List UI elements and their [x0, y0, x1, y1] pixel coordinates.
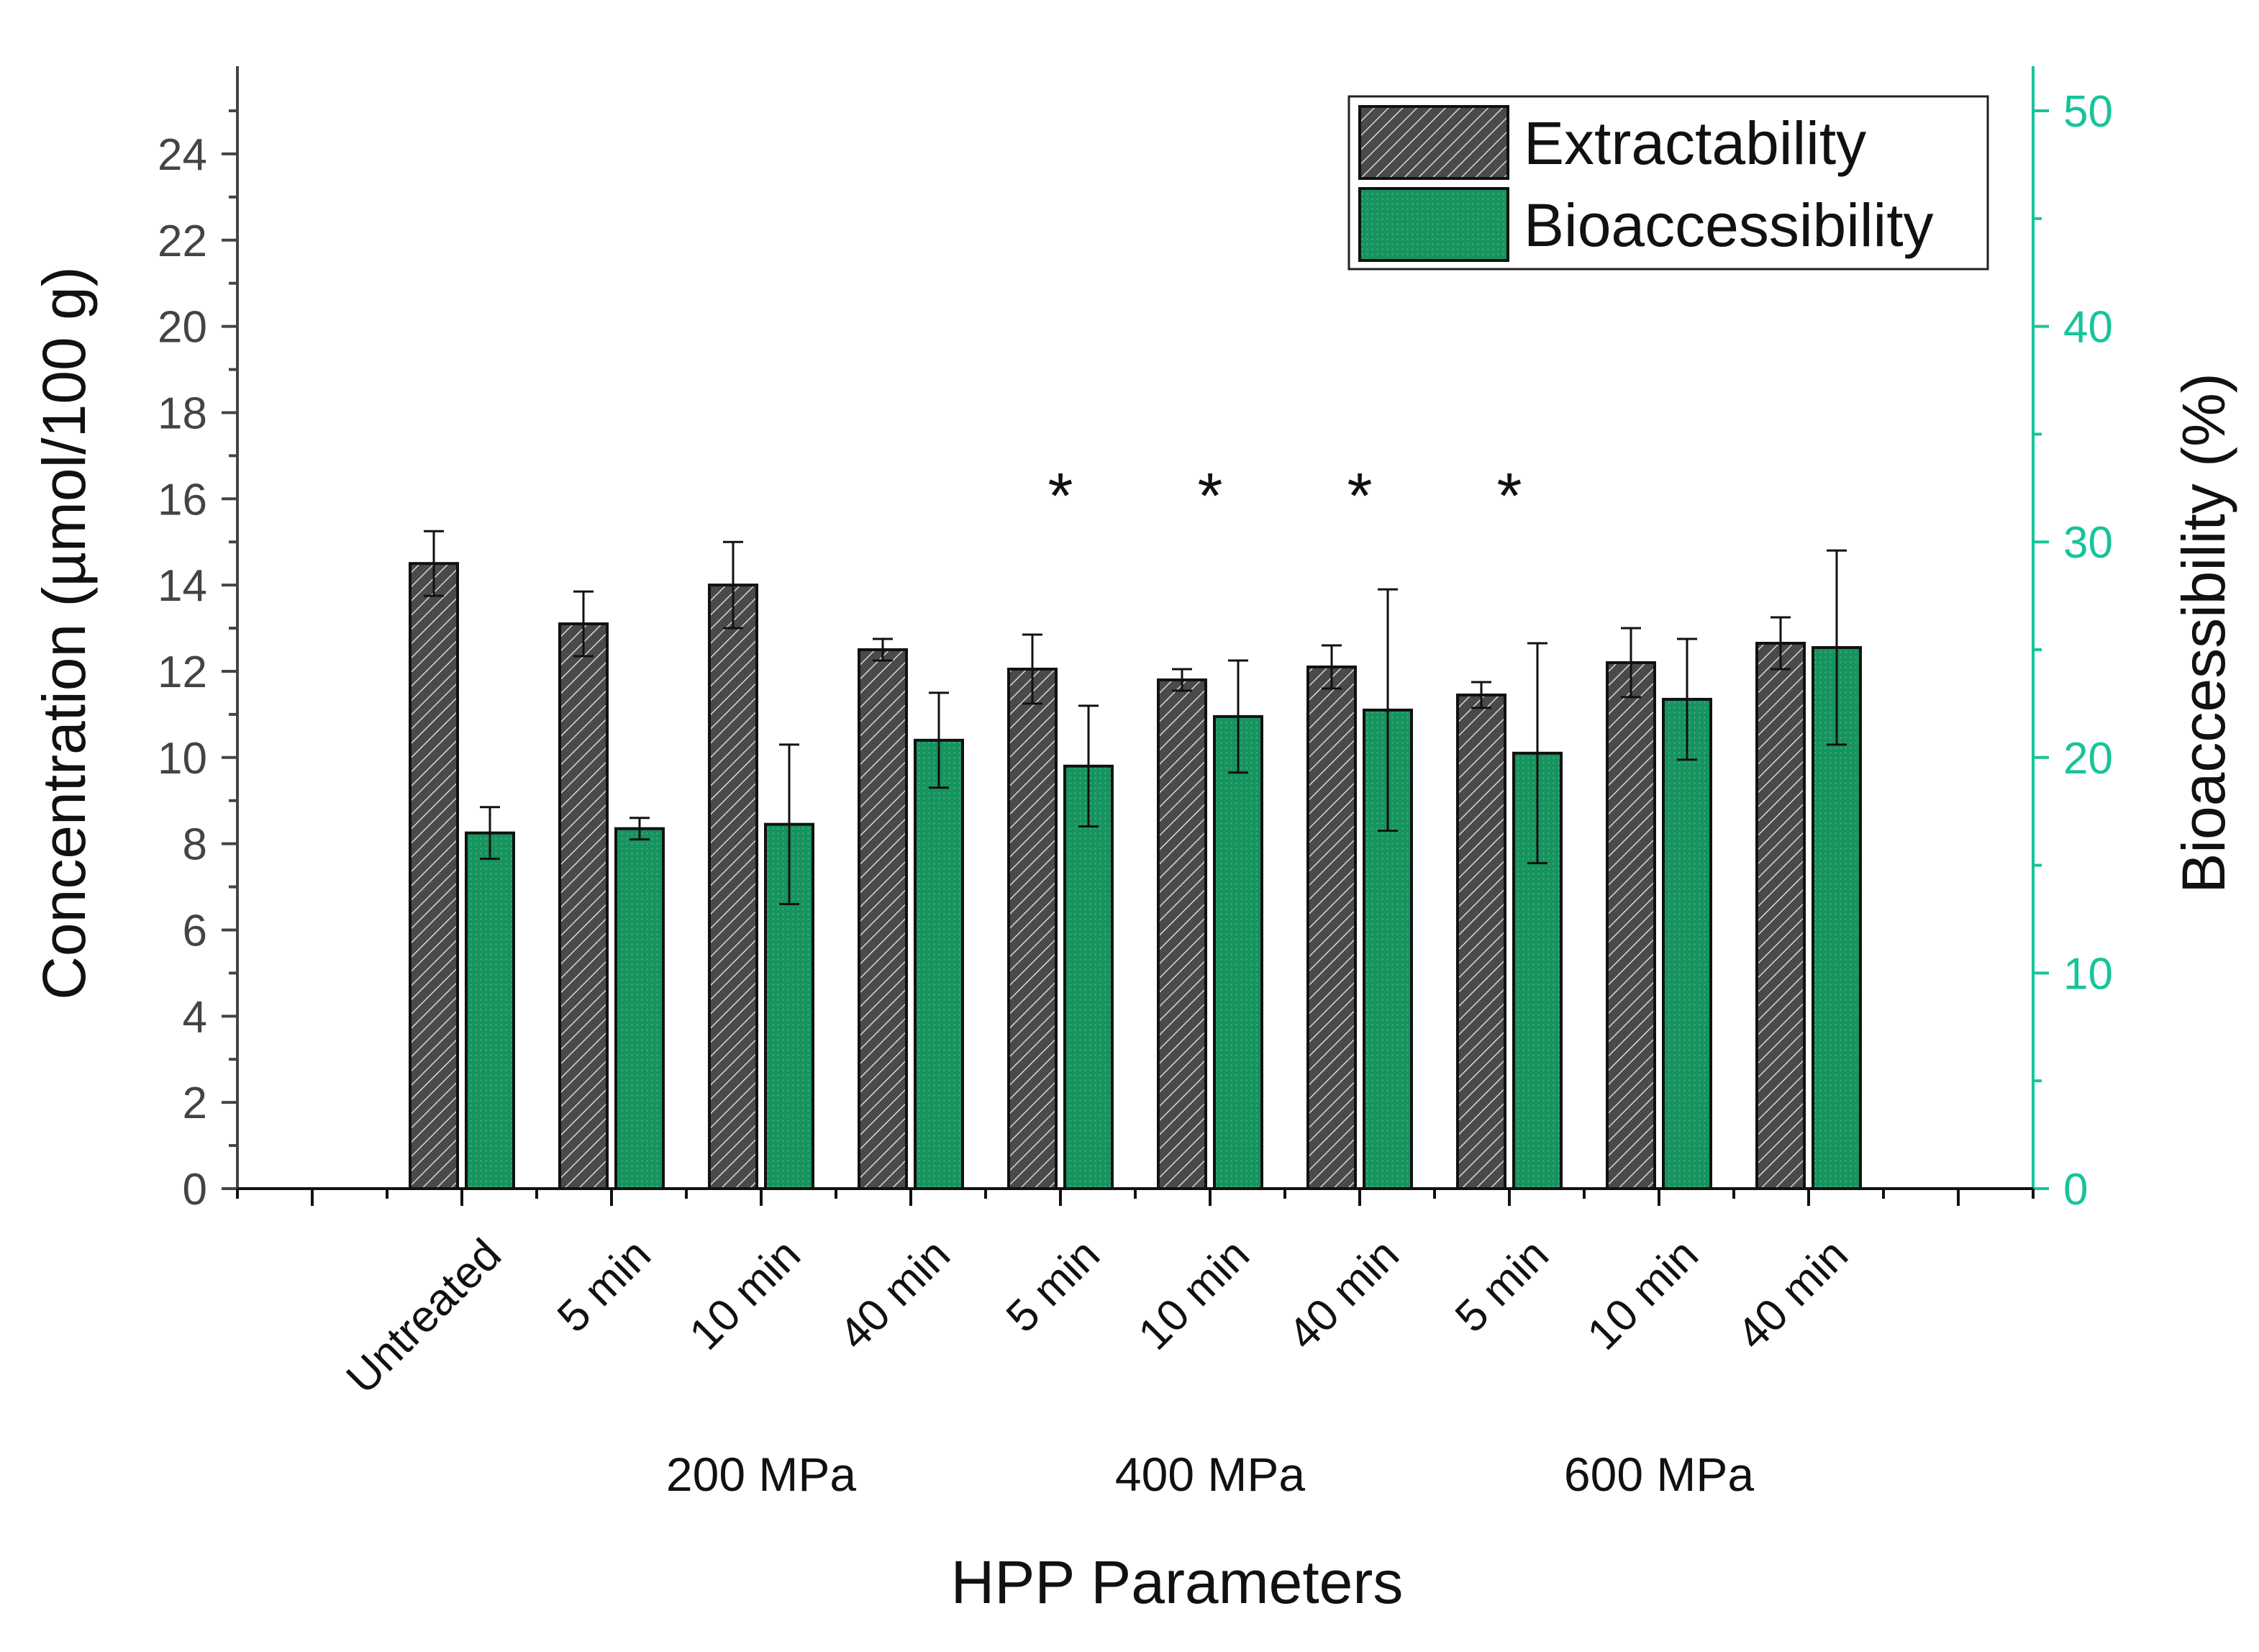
left-tick-label-8: 16 — [158, 475, 207, 525]
bar-bioaccessibility-4 — [1063, 764, 1114, 1191]
group-label-1: 400 MPa — [1115, 1448, 1305, 1501]
x-tick-label-1: 5 min — [548, 1230, 660, 1342]
left-tick-label-9: 18 — [158, 389, 207, 438]
y2-axis-title: Bioaccessibility (%) — [2170, 373, 2237, 894]
significance-marker-3: * — [1496, 460, 1522, 532]
x-tick-label-7: 5 min — [1446, 1230, 1558, 1342]
x-tick-label-2: 10 min — [681, 1230, 810, 1359]
left-tick-label-0: 0 — [183, 1165, 207, 1215]
bar-bioaccessibility-9 — [1812, 646, 1862, 1190]
left-tick-label-1: 2 — [183, 1079, 207, 1128]
bar-extractability-4 — [1007, 667, 1058, 1190]
bar-extractability-7 — [1456, 693, 1506, 1190]
left-tick-label-2: 4 — [183, 992, 207, 1042]
left-tick-label-12: 24 — [158, 130, 207, 180]
x-tick-label-5: 10 min — [1130, 1230, 1259, 1359]
bar-bioaccessibility-3 — [914, 738, 964, 1191]
left-tick-label-3: 6 — [183, 906, 207, 956]
left-tick-label-11: 22 — [158, 217, 207, 266]
bar-bioaccessibility-8 — [1662, 697, 1712, 1190]
bar-bioaccessibility-0 — [465, 831, 515, 1191]
x-tick-label-3: 40 min — [830, 1230, 960, 1359]
legend-swatch-bioaccessibility — [1358, 187, 1509, 262]
bar-extractability-5 — [1157, 678, 1207, 1190]
x-axis-title: HPP Parameters — [951, 1548, 1404, 1616]
right-tick-label-2: 20 — [2063, 734, 2113, 784]
right-tick-label-0: 0 — [2063, 1165, 2088, 1215]
error-bars — [424, 530, 1847, 906]
bar-extractability-6 — [1306, 665, 1357, 1190]
legend-swatch-extractability — [1358, 105, 1509, 180]
bars — [409, 562, 1862, 1191]
significance-marker-2: * — [1347, 460, 1372, 532]
left-tick-label-10: 20 — [158, 303, 207, 353]
right-tick-label-3: 30 — [2063, 518, 2113, 568]
left-tick-label-5: 10 — [158, 734, 207, 784]
x-axis: Untreated 5 min 10 min 40 min 5 min 10 min 40 … — [236, 1187, 2035, 1501]
right-y-axis: 0 10 20 30 40 50 — [2032, 66, 2113, 1215]
significance-marker-0: * — [1047, 460, 1073, 532]
bar-extractability-3 — [858, 648, 908, 1190]
right-tick-label-5: 50 — [2063, 87, 2113, 137]
x-tick-label-0: Untreated — [337, 1230, 511, 1403]
legend: Extractability Bioaccessibility — [1347, 95, 1989, 271]
bar-extractability-0 — [409, 562, 459, 1190]
left-tick-label-7: 14 — [158, 561, 207, 611]
left-tick-label-4: 8 — [183, 820, 207, 870]
legend-label-extractability: Extractability — [1524, 109, 1866, 177]
legend-label-bioaccessibility: Bioaccessibility — [1524, 191, 1934, 259]
bar-extractability-8 — [1606, 661, 1656, 1190]
bar-bioaccessibility-1 — [614, 827, 665, 1190]
right-tick-label-4: 40 — [2063, 303, 2113, 353]
y-axis-title: Concentration (µmol/100 g) — [30, 266, 98, 1000]
right-tick-label-1: 10 — [2063, 949, 2113, 999]
x-tick-label-8: 10 min — [1578, 1230, 1708, 1359]
significance-marker-1: * — [1197, 460, 1222, 532]
bar-extractability-1 — [558, 622, 609, 1190]
bar-extractability-9 — [1755, 642, 1806, 1190]
x-tick-label-4: 5 min — [997, 1230, 1109, 1342]
x-tick-label-9: 40 min — [1728, 1230, 1858, 1359]
bar-bioaccessibility-5 — [1213, 714, 1263, 1190]
group-label-2: 600 MPa — [1564, 1448, 1754, 1501]
group-label-0: 200 MPa — [666, 1448, 856, 1501]
x-tick-label-6: 40 min — [1279, 1230, 1409, 1359]
bar-extractability-2 — [708, 584, 758, 1190]
left-tick-label-6: 12 — [158, 648, 207, 697]
annotations: * * * * — [1047, 460, 1522, 532]
